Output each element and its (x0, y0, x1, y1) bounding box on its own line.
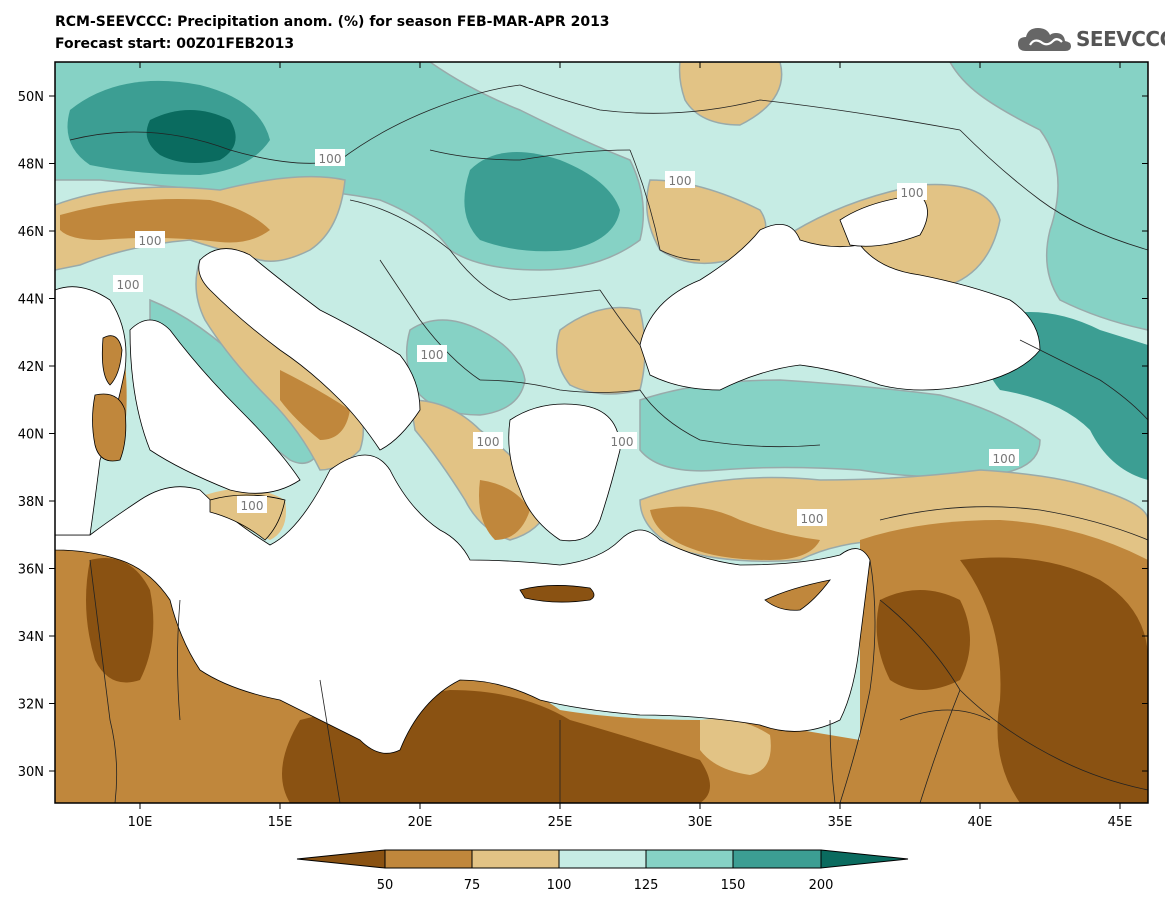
anomaly-region-egypt-light (700, 719, 771, 775)
contour-label: 100 (421, 348, 444, 362)
country-borders (69, 84, 1148, 803)
mediterranean-sea (55, 454, 871, 754)
lat-label: 30N (18, 765, 44, 780)
contour-labels: 100 100 100 100 100 100 100 100 100 100 100 (113, 149, 1019, 526)
legend-swatch (645, 849, 734, 869)
contour-label-box (237, 496, 267, 513)
legend-swatch (558, 849, 647, 869)
contour-label-box (135, 231, 165, 248)
anomaly-region-syria-core (876, 590, 970, 690)
crete-island (519, 585, 595, 603)
contour-label: 100 (611, 435, 634, 449)
contour-label: 100 (669, 174, 692, 188)
contour-label: 100 (117, 278, 140, 292)
lat-label: 36N (18, 563, 44, 578)
contour-label-box (897, 183, 927, 200)
lon-label: 20E (408, 815, 433, 830)
anomaly-region-alps-core (146, 110, 236, 164)
anomaly-region-tunisia-core (86, 558, 154, 683)
anomaly-region-po-valley (60, 199, 270, 243)
cyprus-island (764, 579, 831, 611)
contour-label-box (113, 275, 143, 292)
lon-label: 10E (128, 815, 153, 830)
lat-label: 40N (18, 428, 44, 443)
legend-swatch-low (296, 849, 386, 869)
latitude-axis: 50N 48N 46N 44N 42N 40N 38N 36N 34N 32N 30N (18, 90, 1148, 780)
anomaly-region-peloponnese (479, 480, 530, 540)
anomaly-region-carpathians (464, 152, 620, 252)
anomaly-region-north-africa (55, 540, 860, 803)
contour-label-box (797, 509, 827, 526)
tyrrhenian-sea (129, 319, 301, 494)
lat-label: 44N (18, 293, 44, 308)
legend-swatch-high (820, 849, 909, 869)
contour-label: 100 (801, 512, 824, 526)
corsica-island (101, 335, 123, 386)
lon-label: 35E (828, 815, 853, 830)
black-sea (639, 223, 1041, 391)
legend-tick-label: 125 (634, 878, 659, 893)
anomaly-region-anatolia (639, 379, 1041, 478)
legend-tick-label: 75 (464, 878, 481, 893)
legend-swatch (732, 849, 822, 869)
longitude-axis: 10E 15E 20E 25E 30E 35E 40E 45E (128, 62, 1133, 830)
contour-label: 100 (901, 186, 924, 200)
page-title: RCM-SEEVCCC: Precipitation anom. (%) for… (55, 14, 610, 30)
forecast-start: Forecast start: 00Z01FEB2013 (55, 36, 295, 52)
contour-label-box (607, 432, 637, 449)
lon-label: 15E (268, 815, 293, 830)
lon-label: 30E (688, 815, 713, 830)
contour-label-box (417, 345, 447, 362)
lat-label: 32N (18, 698, 44, 713)
lat-label: 34N (18, 630, 44, 645)
legend-tick-label: 50 (377, 878, 394, 893)
legend-swatch (384, 849, 473, 869)
contour-label-box (665, 171, 695, 188)
map-frame (54, 61, 1149, 804)
seevccc-logo: SEEVCCC (1016, 22, 1165, 56)
lat-label: 42N (18, 360, 44, 375)
sardinia-island (92, 393, 127, 462)
anomaly-region-belarus (678, 62, 783, 126)
adriatic-sea (198, 248, 421, 451)
contour-label: 100 (319, 152, 342, 166)
azov-sea (839, 194, 928, 247)
anomaly-region-taurus (650, 506, 820, 560)
lat-label: 38N (18, 495, 44, 510)
map-area (55, 62, 1148, 803)
lon-label: 45E (1108, 815, 1133, 830)
contour-label: 100 (993, 452, 1016, 466)
contour-label: 100 (477, 435, 500, 449)
contour-label-box (315, 149, 345, 166)
legend-tick-label: 100 (547, 878, 572, 893)
lat-label: 50N (18, 90, 44, 105)
contour-label-box (473, 432, 503, 449)
legend-tick-label: 200 (809, 878, 834, 893)
anomaly-region-iraq-core (960, 557, 1148, 803)
legend-tick-label: 150 (721, 878, 746, 893)
anomaly-region-ukraine (949, 62, 1148, 331)
contour-label: 100 (139, 234, 162, 248)
legend-swatch (471, 849, 560, 869)
cloud-logo-icon (1018, 28, 1071, 51)
contour-label: 100 (241, 499, 264, 513)
lon-label: 25E (548, 815, 573, 830)
contour-label-box (989, 449, 1019, 466)
logo-text: SEEVCCC (1076, 27, 1165, 51)
lon-label: 40E (968, 815, 993, 830)
aegean-sea (508, 403, 621, 542)
lat-label: 48N (18, 158, 44, 173)
anomaly-region-south-italy (280, 370, 350, 440)
lat-label: 46N (18, 225, 44, 240)
color-legend: 50 75 100 125 150 200 (296, 849, 909, 893)
